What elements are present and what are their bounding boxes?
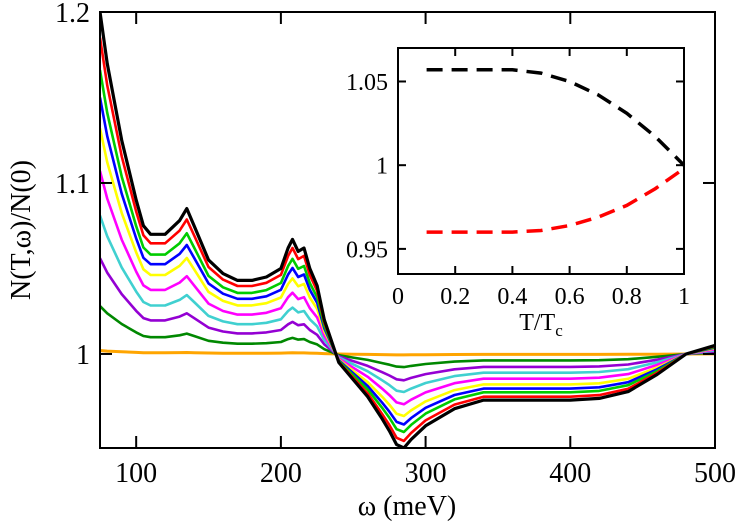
inset-x-tick-label: 1 <box>678 284 690 310</box>
main-series-line-10 <box>100 349 715 357</box>
inset-x-label-main: T/T <box>519 310 555 336</box>
main-series-line-8 <box>100 257 715 382</box>
y-axis-label: N(T,ω)/N(0) <box>6 160 37 300</box>
main-x-tick-label: 100 <box>115 458 157 489</box>
main-series-group <box>100 12 715 448</box>
inset-y-tick-label: 1.05 <box>346 70 388 96</box>
main-x-tick-label: 400 <box>549 458 591 489</box>
main-x-tick-label: 500 <box>694 458 736 489</box>
inset-ticks: 0 0.2 0.4 0.6 0.8 1 0.95 1 1.05 <box>346 48 690 310</box>
main-x-tick-label: 300 <box>405 458 447 489</box>
inset-x-axis-label: T/Tc <box>519 310 563 340</box>
inset-x-label-subscript: c <box>555 321 563 340</box>
inset-x-tick-label: 0 <box>392 284 404 310</box>
inset-series-line-1 <box>426 68 686 167</box>
main-y-tick-label: 1.1 <box>55 169 90 200</box>
inset-x-tick-label: 0.8 <box>612 284 642 310</box>
inset-y-tick-label: 1 <box>376 154 388 180</box>
inset-background <box>398 48 684 274</box>
x-axis-label: ω (meV) <box>358 491 457 522</box>
main-y-tick-label: 1.2 <box>55 0 90 29</box>
inset-x-tick-label: 0.6 <box>555 284 585 310</box>
main-series-line-1 <box>100 12 715 448</box>
inset-series-group <box>426 68 686 234</box>
main-series-line-3 <box>100 69 715 434</box>
main-series-line-9 <box>100 305 715 369</box>
inset-plot: 0 0.2 0.4 0.6 0.8 1 0.95 1 1.05 T/Tc <box>346 47 690 340</box>
main-y-tick-label: 1 <box>76 340 90 371</box>
inset-x-tick-label: 0.4 <box>497 284 527 310</box>
main-series-line-7 <box>100 215 715 394</box>
main-plot-frame <box>99 11 716 449</box>
inset-series-line-2 <box>426 167 686 234</box>
inset-plot-frame <box>397 47 685 275</box>
main-x-tick-label: 200 <box>260 458 302 489</box>
main-series-line-4 <box>100 97 715 426</box>
main-series-line-5 <box>100 128 715 418</box>
inset-y-tick-label: 0.95 <box>346 237 388 263</box>
main-ticks: 100 200 300 400 500 1 1.1 1.2 <box>55 0 736 489</box>
main-plot: 100 200 300 400 500 1 1.1 1.2 ω (meV) N(T,ω)/N(… <box>6 0 736 522</box>
main-series-line-2 <box>100 37 715 443</box>
inset-x-tick-label: 0.2 <box>440 284 470 310</box>
main-series-line-6 <box>100 170 715 406</box>
